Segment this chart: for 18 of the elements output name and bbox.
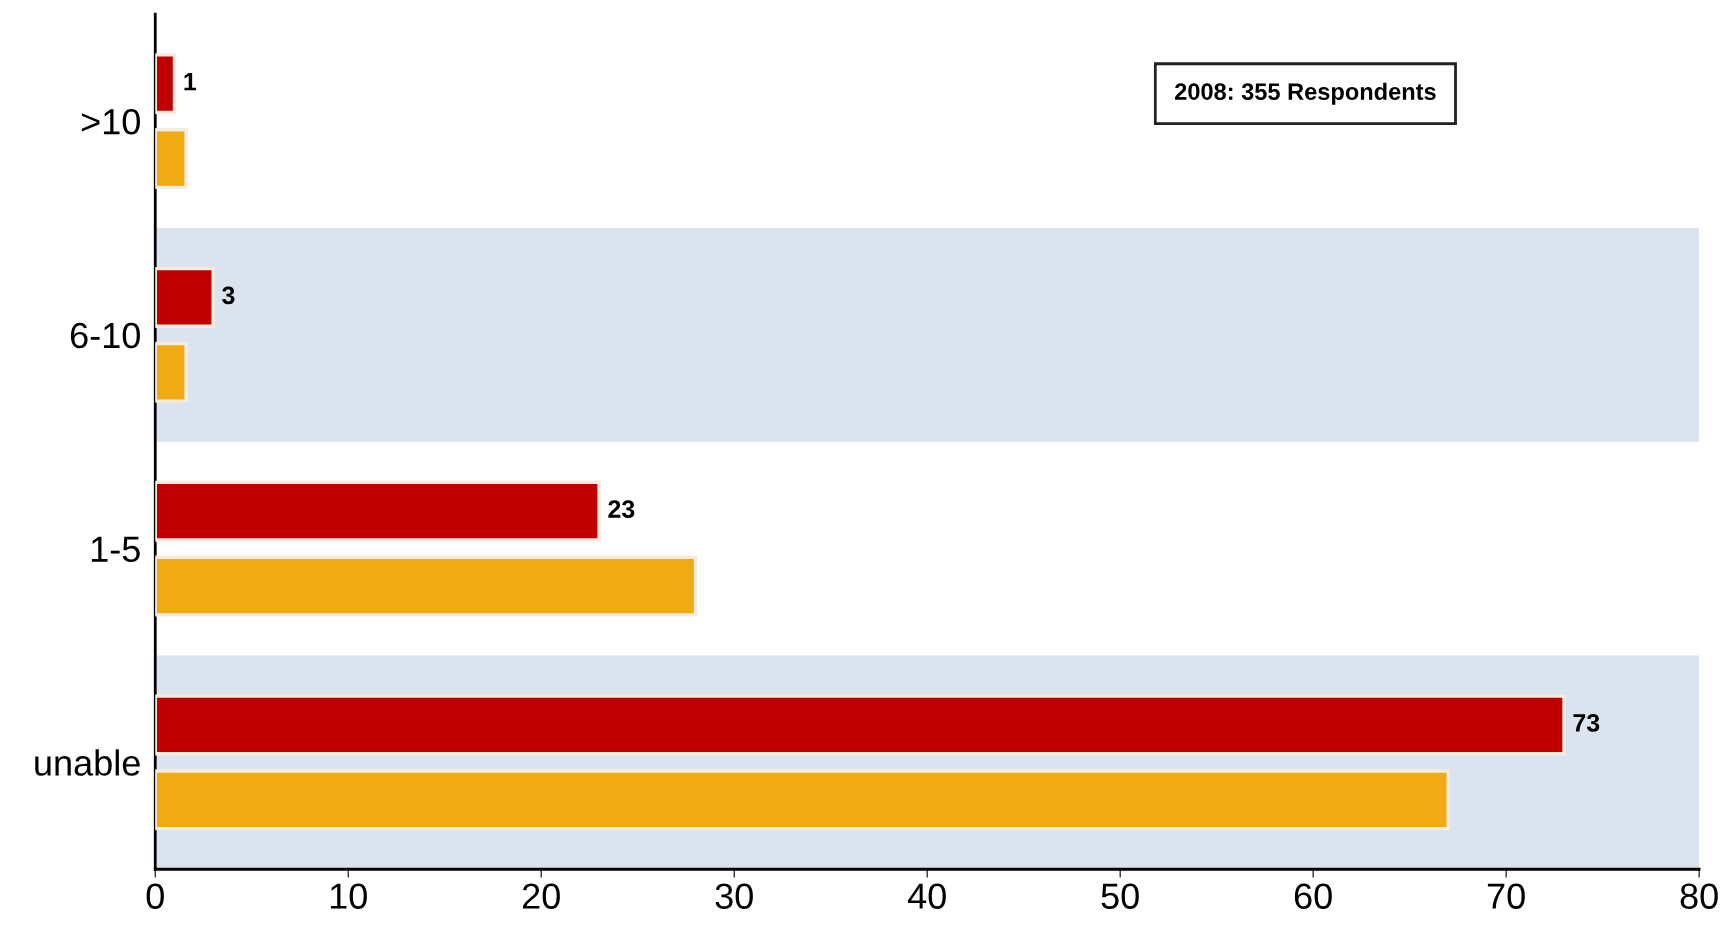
x-tick-label: 80 <box>1680 883 1718 909</box>
x-tick-label: 40 <box>907 883 946 909</box>
x-tick-label: 20 <box>522 883 560 909</box>
x-tick-label: 10 <box>330 883 367 909</box>
data-label: 73 <box>1573 713 1600 732</box>
x-tick-label: 70 <box>1487 883 1525 909</box>
annotation: 2008: 355 Respondents <box>1175 82 1436 105</box>
x-tick-label: 50 <box>1101 883 1139 909</box>
y-tick-label: unable <box>35 749 140 776</box>
x-tick-label: 0 <box>146 883 164 909</box>
x-tick-label: 60 <box>1294 883 1332 909</box>
x-tick-label: 30 <box>715 883 753 909</box>
data-label: 3 <box>222 286 235 305</box>
data-label: 23 <box>608 500 635 518</box>
y-tick-label: 6-10 <box>70 322 140 349</box>
data-label: 1 <box>184 72 197 91</box>
y-tick-label: >10 <box>81 108 140 135</box>
y-tick-label: 1-5 <box>91 536 140 563</box>
